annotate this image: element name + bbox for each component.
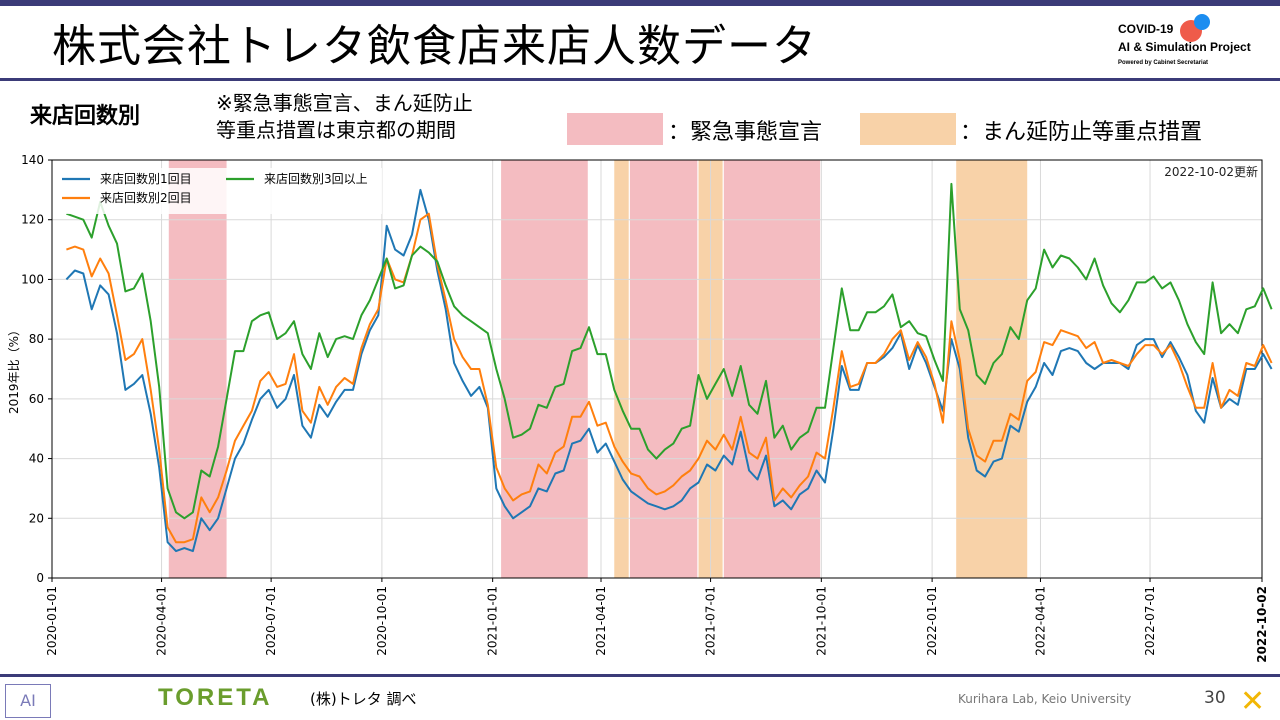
emergency-period-3 [723,160,821,578]
emergency-legend-label: ：緊急事態宣言 [668,120,823,145]
footer-divider [0,674,1280,677]
x-tick-label: 2021-10-01 [814,586,828,656]
logo-line2: AI & Simulation Project [1118,40,1251,54]
x-tick-label: 2020-01-01 [45,586,59,656]
legend-label-1: 来店回数別1回目 [100,171,192,186]
y-tick-label: 100 [21,272,44,286]
y-tick-label: 140 [21,153,44,167]
lab-credit: Kurihara Lab, Keio University [958,692,1132,706]
toreta-logo: TORETA [158,684,273,711]
section-subtitle: 来店回数別 [30,104,141,129]
x-tick-label: 2022-04-01 [1033,586,1047,656]
x-tick-label: 2021-07-01 [704,586,718,656]
note-line2: 等重点措置は東京都の期間 [216,118,456,142]
x-tick-label: 2022-07-01 [1143,586,1157,656]
emergency-period-2 [629,160,698,578]
semi-emergency-period-0 [614,160,629,578]
emergency-legend-swatch [567,113,663,145]
updated-label: 2022-10-02更新 [1164,164,1258,179]
emergency-period-0 [168,160,227,578]
x-tick-label: 2020-04-01 [155,586,169,656]
covid-ai-logo: COVID-19 AI & Simulation Project Powered… [1118,14,1268,72]
legend-box [57,168,382,214]
page-number: 30 [1204,688,1226,708]
lab-logo-icon: AI [5,684,51,718]
emergency-period-1 [501,160,588,578]
legend-label-2: 来店回数別2回目 [100,190,192,205]
logo-line3: Powered by Cabinet Secretariat [1118,60,1209,66]
y-tick-label: 120 [21,213,44,227]
title-divider [0,78,1280,81]
y-tick-label: 60 [29,392,44,406]
logo-blue-dot-icon [1194,14,1210,30]
logo-line1: COVID-19 [1118,22,1174,36]
x-tick-label: 2020-07-01 [264,586,278,656]
semi-emergency-legend-label: ：まん延防止等重点措置 [960,120,1203,145]
series-line-1 [65,188,1273,553]
semi-emergency-legend-swatch [860,113,956,145]
top-accent-bar [0,0,1280,6]
x-tick-label: 2021-04-01 [594,586,608,656]
note-line1: ※緊急事態宣言、まん延防止 [216,91,473,115]
period-note: ※緊急事態宣言、まん延防止 等重点措置は東京都の期間 [216,90,473,144]
series-line-3 [66,182,1273,520]
series-line-2 [66,212,1273,544]
y-axis-label: 2019年比（%） [7,324,21,414]
project-x-icon: ✕ [1240,684,1266,719]
y-tick-label: 0 [36,571,44,585]
x-tick-label: 2022-10-02 [1255,586,1269,663]
x-tick-label: 2021-01-01 [486,586,500,656]
plot-frame [51,159,1263,579]
y-tick-label: 20 [29,511,44,525]
source-note: (株)トレタ 調べ [310,690,417,708]
x-tick-label: 2022-01-01 [925,586,939,656]
x-tick-label: 2020-10-01 [375,586,389,656]
page-title: 株式会社トレタ飲食店来店人数データ [52,21,817,72]
y-tick-label: 40 [29,452,44,466]
legend-label-3: 来店回数別3回以上 [264,171,368,186]
y-tick-label: 80 [29,332,44,346]
